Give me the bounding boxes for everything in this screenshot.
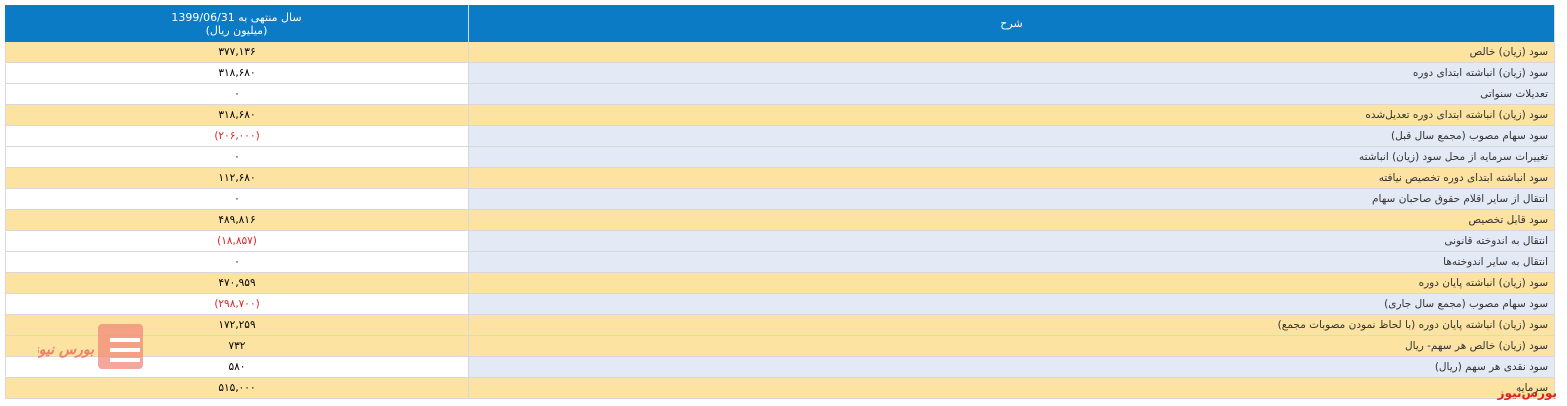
- logo: بورس نیوز: [38, 324, 143, 369]
- label-cell: سود (زیان) انباشته پایان دوره (با لحاظ ن…: [469, 315, 1555, 336]
- table-row: ۴۸۹,۸۱۶ سود قابل تخصیص: [5, 210, 1555, 231]
- header-description-cell: شرح: [469, 5, 1555, 42]
- logo-stripes: [110, 338, 140, 362]
- label-cell: سود نقدی هر سهم (ریال): [469, 357, 1555, 378]
- value-cell: ۰: [5, 189, 469, 210]
- table-row: ۳۱۸,۶۸۰ سود (زیان) انباشته ابتدای دوره: [5, 63, 1555, 84]
- value-cell: ۴۷۰,۹۵۹: [5, 273, 469, 294]
- table-row: ۱۱۲,۶۸۰ سود انباشته ابتدای دوره تخصیص نیا…: [5, 168, 1555, 189]
- value-cell: ۰: [5, 252, 469, 273]
- logo-text: بورس نیوز: [38, 342, 95, 358]
- label-cell: سود (زیان) انباشته پایان دوره: [469, 273, 1555, 294]
- table-row: ۱۷۲,۲۵۹ سود (زیان) انباشته پایان دوره (با…: [5, 315, 1555, 336]
- value-cell: ۳۱۸,۶۸۰: [5, 63, 469, 84]
- value-cell: ۱۱۲,۶۸۰: [5, 168, 469, 189]
- value-cell: ۳۷۷,۱۳۶: [5, 42, 469, 63]
- table-row: ۵۸۰ سود نقدی هر سهم (ریال): [5, 357, 1555, 378]
- table-row: (۲۹۸,۷۰۰) سود سهام مصوب (مجمع سال جاری): [5, 294, 1555, 315]
- value-cell: ۳۱۸,۶۸۰: [5, 105, 469, 126]
- header-unit: (میلیون ریال): [205, 23, 268, 37]
- value-cell: ۵۱۵,۰۰۰: [5, 378, 469, 399]
- label-cell: تغییرات سرمایه از محل سود (زیان) انباشته: [469, 147, 1555, 168]
- table-row: ۳۱۸,۶۸۰ سود (زیان) انباشته ابتدای دوره تع…: [5, 105, 1555, 126]
- label-cell: سرمایه: [469, 378, 1555, 399]
- label-cell: سود (زیان) انباشته ابتدای دوره: [469, 63, 1555, 84]
- label-cell: سود سهام مصوب (مجمع سال جاری): [469, 294, 1555, 315]
- table-row: ۰ انتقال به سایر اندوخته‌ها: [5, 252, 1555, 273]
- corner-watermark: بورس‌نیوز: [1497, 386, 1557, 400]
- logo-mark: [98, 324, 143, 369]
- header-period: سال منتهی به 1399/06/31: [171, 10, 302, 24]
- value-cell: ۴۸۹,۸۱۶: [5, 210, 469, 231]
- value-cell: ۰: [5, 84, 469, 105]
- label-cell: سود (زیان) خالص: [469, 42, 1555, 63]
- label-cell: انتقال به سایر اندوخته‌ها: [469, 252, 1555, 273]
- value-cell: (۲۰۶,۰۰۰): [5, 126, 469, 147]
- table-row: ۵۱۵,۰۰۰ سرمایه: [5, 378, 1555, 399]
- table-row: ۰ انتقال از سایر اقلام حقوق صاحبان سهام: [5, 189, 1555, 210]
- label-cell: سود قابل تخصیص: [469, 210, 1555, 231]
- table-row: (۲۰۶,۰۰۰) سود سهام مصوب (مجمع سال قبل): [5, 126, 1555, 147]
- table-row: ۰ تغییرات سرمایه از محل سود (زیان) انباشت…: [5, 147, 1555, 168]
- value-cell: ۰: [5, 147, 469, 168]
- table-row: ۳۷۷,۱۳۶ سود (زیان) خالص: [5, 42, 1555, 63]
- value-cell: (۲۹۸,۷۰۰): [5, 294, 469, 315]
- label-cell: تعدیلات سنواتی: [469, 84, 1555, 105]
- label-cell: سود سهام مصوب (مجمع سال قبل): [469, 126, 1555, 147]
- header-description: شرح: [1000, 17, 1023, 30]
- label-cell: سود انباشته ابتدای دوره تخصیص نیافته: [469, 168, 1555, 189]
- label-cell: انتقال به اندوخته قانونی: [469, 231, 1555, 252]
- table-row: ۷۳۲ سود (زیان) خالص هر سهم- ریال: [5, 336, 1555, 357]
- value-cell: (۱۸,۸۵۷): [5, 231, 469, 252]
- header-period-cell: سال منتهی به 1399/06/31 (میلیون ریال): [5, 5, 469, 42]
- table-row: ۰ تعدیلات سنواتی: [5, 84, 1555, 105]
- label-cell: سود (زیان) انباشته ابتدای دوره تعدیل‌شده: [469, 105, 1555, 126]
- table-row: (۱۸,۸۵۷) انتقال به اندوخته قانونی: [5, 231, 1555, 252]
- label-cell: سود (زیان) خالص هر سهم- ریال: [469, 336, 1555, 357]
- label-cell: انتقال از سایر اقلام حقوق صاحبان سهام: [469, 189, 1555, 210]
- table-row: ۴۷۰,۹۵۹ سود (زیان) انباشته پایان دوره: [5, 273, 1555, 294]
